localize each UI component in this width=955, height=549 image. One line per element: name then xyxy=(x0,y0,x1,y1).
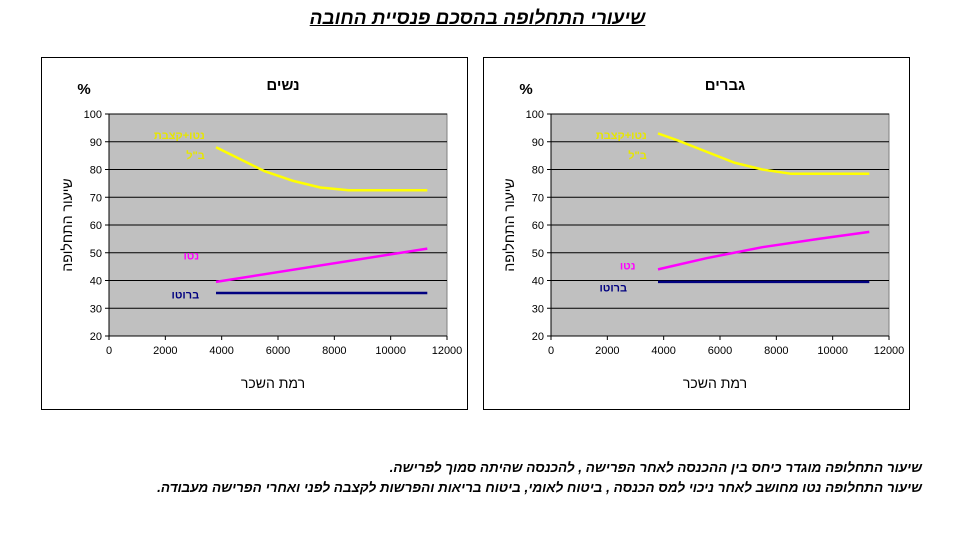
y-tick-label: 70 xyxy=(90,192,102,204)
series-label: ברוטו xyxy=(172,290,200,302)
y-tick-label: 30 xyxy=(532,303,544,315)
chart-men: 20 30 40 50 60 70 80 90 100 0 2000 4000 6000 8000 1000… xyxy=(483,57,910,410)
y-tick-label: 60 xyxy=(532,220,544,232)
y-tick-label: 70 xyxy=(532,192,544,204)
x-tick-label: 2000 xyxy=(595,345,619,357)
x-tick-label: 2000 xyxy=(153,345,177,357)
x-tick-label: 12000 xyxy=(874,345,905,357)
series-line xyxy=(657,230,870,271)
x-tick-label: 4000 xyxy=(209,345,233,357)
series-label: ברוטו xyxy=(599,283,627,295)
y-tick-label: 20 xyxy=(90,331,102,343)
x-tick-label: 10000 xyxy=(375,345,406,357)
y-tick-label: 100 xyxy=(526,109,544,121)
y-tick-label: 60 xyxy=(90,220,102,232)
series-label: נטו xyxy=(620,260,636,272)
x-axis-title: רמת השכר xyxy=(683,375,747,391)
series-line xyxy=(215,247,428,284)
x-tick-label: 4000 xyxy=(651,345,675,357)
footnotes: שיעור התחלופה מוגדר כיחס בין ההכנסה לאחר… xyxy=(60,458,922,498)
y-tick-label: 40 xyxy=(532,276,544,288)
x-tick-label: 6000 xyxy=(708,345,732,357)
x-tick-label: 12000 xyxy=(432,345,463,357)
y-tick-label: 30 xyxy=(90,303,102,315)
x-tick-label: 0 xyxy=(548,345,554,357)
y-unit-label: % xyxy=(519,81,532,98)
x-axis-title: רמת השכר xyxy=(241,375,305,391)
y-tick-label: 20 xyxy=(532,331,544,343)
y-axis-title: שיעור התחלופה xyxy=(501,178,517,271)
chart-women: 20 30 40 50 60 70 80 90 100 0 2000 4000 6000 8000 1000… xyxy=(41,57,468,410)
series-label: נטו+קצבת xyxy=(596,130,647,142)
series-line xyxy=(657,132,870,175)
footnote-net: שיעור התחלופה נטו מחושב לאחר ניכוי למס ה… xyxy=(157,480,922,495)
chart-title: נשים xyxy=(266,77,299,94)
y-tick-label: 50 xyxy=(90,248,102,260)
series-line xyxy=(215,146,428,192)
y-tick-label: 40 xyxy=(90,276,102,288)
y-tick-label: 80 xyxy=(90,165,102,177)
x-tick-label: 8000 xyxy=(322,345,346,357)
y-tick-label: 80 xyxy=(532,165,544,177)
page-title: שיעורי התחלופה בהסכם פנסיית החובה xyxy=(309,8,646,29)
y-tick-label: 100 xyxy=(84,109,102,121)
y-unit-label: % xyxy=(77,81,90,98)
chart-title: גברים xyxy=(705,77,745,94)
x-tick-label: 0 xyxy=(106,345,112,357)
y-axis-title: שיעור התחלופה xyxy=(59,178,75,271)
series-label: נטו xyxy=(183,251,199,263)
series-label: ב"ל xyxy=(186,149,205,162)
chart-women-svg: 20 30 40 50 60 70 80 90 100 0 2000 4000 6000 8000 1000… xyxy=(59,77,463,391)
x-tick-label: 6000 xyxy=(266,345,290,357)
footnote-definition: שיעור התחלופה מוגדר כיחס בין ההכנסה לאחר… xyxy=(389,460,922,475)
y-tick-label: 90 xyxy=(532,137,544,149)
chart-men-svg: 20 30 40 50 60 70 80 90 100 0 2000 4000 6000 8000 1000… xyxy=(501,77,905,391)
series-label: ב"ל xyxy=(628,149,647,162)
x-tick-label: 10000 xyxy=(817,345,848,357)
y-tick-label: 90 xyxy=(90,137,102,149)
x-tick-label: 8000 xyxy=(764,345,788,357)
series-label: נטו+קצבת xyxy=(154,130,205,142)
y-tick-label: 50 xyxy=(532,248,544,260)
